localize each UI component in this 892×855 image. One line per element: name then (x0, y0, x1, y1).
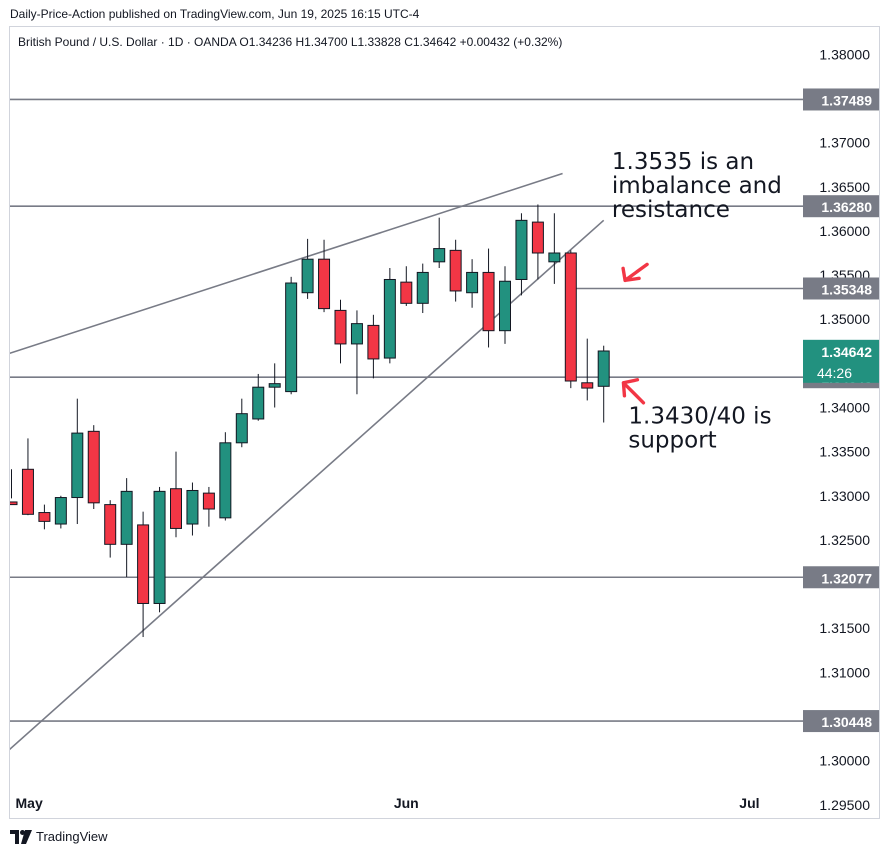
bullish-candle[interactable] (597, 350, 610, 387)
trend-line[interactable] (10, 172, 563, 359)
current-price-label-box (803, 339, 879, 383)
level-price-label-box (803, 88, 879, 111)
support-annotation-line: 1.3430/40 is (628, 403, 771, 429)
bearish-candle[interactable] (564, 252, 577, 382)
bullish-candle[interactable] (219, 442, 232, 519)
bullish-candle[interactable] (466, 271, 479, 294)
bearish-candle[interactable] (581, 382, 594, 389)
level-price-label: 1.32077 (821, 570, 872, 586)
price-axis-tick-label: 1.29500 (819, 797, 870, 813)
resistance-annotation-line: 1.3535 is an (612, 149, 754, 175)
bearish-candle[interactable] (38, 512, 51, 522)
price-axis-tick-label: 1.37000 (819, 135, 870, 151)
level-price-label: 1.36280 (821, 199, 872, 215)
bearish-candle[interactable] (170, 488, 182, 529)
tradingview-footer: TradingView (10, 829, 108, 844)
level-price-label-box (803, 277, 879, 300)
bar-countdown-label: 44:26 (817, 365, 852, 381)
price-axis-tick-label: 1.31500 (819, 620, 870, 636)
bullish-candle[interactable] (285, 282, 298, 393)
bearish-candle[interactable] (87, 430, 100, 504)
bearish-candle[interactable] (21, 468, 34, 515)
price-axis-tick-label: 1.33500 (819, 444, 870, 460)
footer-brand: TradingView (36, 829, 108, 844)
time-axis-tick-label: Jul (739, 795, 759, 811)
level-price-label-box (803, 710, 879, 733)
bearish-candle[interactable] (202, 492, 215, 510)
bullish-candle[interactable] (548, 252, 561, 263)
bearish-candle[interactable] (137, 524, 150, 604)
level-price-label: 1.37489 (821, 92, 872, 108)
level-price-label: 1.35348 (821, 281, 872, 297)
support-arrow-icon (621, 378, 646, 405)
price-axis-tick-label: 1.36500 (819, 179, 870, 195)
chart-frame: 1.3535 is an imbalance and resistance 1.343… (9, 26, 880, 819)
bullish-candle[interactable] (120, 490, 133, 545)
bullish-candle[interactable] (416, 271, 429, 304)
bearish-candle[interactable] (334, 309, 347, 345)
bearish-candle[interactable] (10, 501, 18, 506)
price-axis-tick-label: 1.33000 (819, 488, 870, 504)
price-axis-tick-label: 1.38000 (819, 46, 870, 62)
bearish-candle[interactable] (367, 324, 380, 360)
price-axis-tick-label: 1.35000 (819, 311, 870, 327)
time-axis-tick-label: Jun (394, 795, 419, 811)
current-price-label: 1.34642 (821, 344, 872, 360)
bearish-candle[interactable] (531, 221, 544, 254)
bullish-candle[interactable] (186, 489, 199, 525)
bullish-candle[interactable] (350, 323, 363, 345)
bullish-candle[interactable] (383, 278, 396, 359)
bullish-candle[interactable] (499, 280, 511, 332)
bullish-candle[interactable] (301, 258, 314, 294)
time-axis-tick-label: May (16, 795, 43, 811)
price-axis-tick-label: 1.30000 (819, 753, 870, 769)
price-axis-tick-label: 1.32500 (819, 532, 870, 548)
level-price-label-box (803, 566, 879, 589)
level-price-label-box (803, 195, 879, 218)
bullish-candle[interactable] (153, 490, 166, 604)
tradingview-logo-icon (10, 829, 32, 844)
resistance-arrow-icon (621, 262, 649, 283)
bullish-candle[interactable] (235, 413, 248, 444)
bearish-candle[interactable] (482, 271, 495, 332)
bearish-candle[interactable] (400, 281, 413, 304)
support-annotation-line: support (628, 427, 716, 453)
bullish-candle[interactable] (71, 432, 84, 499)
bullish-candle[interactable] (252, 386, 265, 420)
resistance-annotation-line: resistance (612, 197, 730, 223)
resistance-annotation-line: imbalance and (612, 173, 782, 199)
price-axis-tick-label: 1.34000 (819, 399, 870, 415)
price-axis-tick-label: 1.31000 (819, 664, 870, 680)
publication-header: Daily-Price-Action published on TradingV… (10, 7, 420, 21)
bullish-candle[interactable] (515, 219, 528, 280)
bullish-candle[interactable] (268, 383, 281, 388)
price-axis-tick-label: 1.36000 (819, 223, 870, 239)
level-price-label: 1.30448 (821, 714, 872, 730)
bearish-candle[interactable] (318, 258, 331, 310)
bearish-candle[interactable] (449, 249, 462, 292)
bullish-candle[interactable] (54, 497, 67, 525)
bullish-candle[interactable] (433, 248, 446, 263)
symbol-legend: British Pound / U.S. Dollar · 1D · OANDA… (18, 35, 562, 49)
bearish-candle[interactable] (104, 504, 117, 545)
